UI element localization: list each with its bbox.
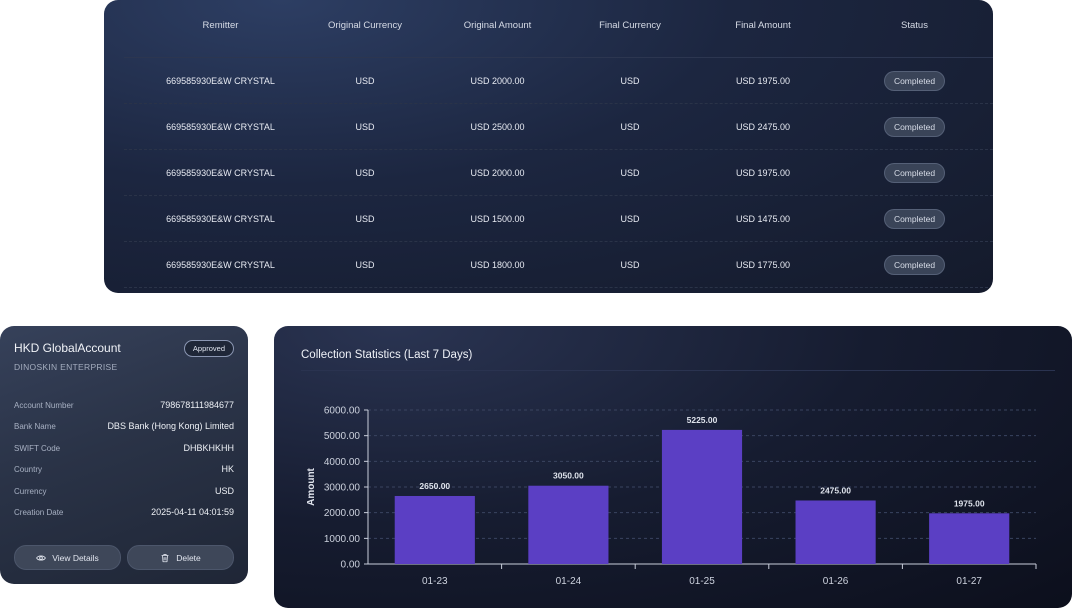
view-details-button[interactable]: View Details [14, 545, 121, 570]
col-header-final-amount[interactable]: Final Amount [735, 20, 791, 31]
original-currency-cell: USD [355, 75, 375, 86]
x-tick-label: 01-23 [422, 576, 448, 587]
original-amount-cell: USD 1800.00 [470, 259, 525, 270]
bank-name-label: Bank Name [14, 422, 56, 431]
creation-date-label: Creation Date [14, 508, 64, 517]
original-amount-cell: USD 2000.00 [470, 167, 525, 178]
status-badge: Completed [883, 162, 946, 183]
remitter-cell: 669585930E&W CRYSTAL [166, 75, 275, 86]
status-cell: Completed [832, 104, 993, 149]
final-currency-cell: USD [620, 167, 640, 178]
remitter-cell: 669585930E&W CRYSTAL [166, 259, 275, 270]
eye-icon [36, 554, 47, 561]
col-header-original-currency[interactable]: Original Currency [328, 20, 402, 31]
y-tick-label: 6000.00 [324, 406, 361, 417]
col-header-remitter[interactable]: Remitter [202, 20, 239, 31]
final-amount-cell: USD 1475.00 [735, 213, 791, 224]
final-amount-cell: USD 1975.00 [735, 75, 791, 86]
chart-divider [301, 370, 1055, 371]
swift-code-label: SWIFT Code [14, 444, 61, 453]
x-tick-label: 01-27 [956, 576, 982, 587]
status-badge: Completed [883, 254, 946, 275]
status-cell: Completed [832, 150, 993, 195]
bar-01-23 [394, 495, 475, 564]
x-tick-label: 01-26 [823, 576, 849, 587]
bank-name-value: DBS Bank (Hong Kong) Limited [107, 421, 234, 431]
bar-01-24 [528, 485, 609, 564]
status-cell: Completed [832, 196, 993, 241]
status-badge: Completed [883, 208, 946, 229]
bar-01-27 [929, 513, 1010, 564]
bar-chart: 0.00 1000.00 2000.00 3000.00 4000.00 5000.00 6… [306, 406, 1037, 587]
status-badge: Completed [883, 116, 946, 137]
chart-title: Collection Statistics (Last 7 Days) [301, 349, 473, 361]
y-tick-label: 4000.00 [324, 457, 361, 468]
col-header-original-amount[interactable]: Original Amount [463, 20, 532, 31]
bar-01-26 [795, 500, 876, 564]
remitter-cell: 669585930E&W CRYSTAL [166, 121, 275, 132]
y-tick-label: 0.00 [341, 560, 361, 571]
delete-button[interactable]: Delete [127, 545, 234, 570]
y-tick-label: 1000.00 [324, 534, 361, 545]
original-amount-cell: USD 2500.00 [470, 121, 525, 132]
bar-value-label: 1975.00 [954, 498, 985, 508]
status-cell: Completed [832, 242, 993, 287]
final-currency-cell: USD [620, 213, 640, 224]
y-tick-label: 2000.00 [324, 508, 361, 519]
status-badge: Completed [883, 70, 946, 91]
delete-label: Delete [176, 552, 201, 563]
account-holder: DINOSKIN ENTERPRISE [14, 362, 118, 372]
y-tick-label: 3000.00 [324, 483, 361, 494]
table-header: Remitter Original Currency Original Amou… [124, 0, 993, 58]
bar-value-label: 5225.00 [687, 415, 718, 425]
status-cell: Completed [832, 58, 993, 103]
bar-value-label: 2650.00 [419, 481, 450, 491]
col-header-status[interactable]: Status [901, 20, 928, 31]
final-currency-cell: USD [620, 121, 640, 132]
approval-badge: Approved [183, 340, 234, 357]
original-currency-cell: USD [355, 213, 375, 224]
final-currency-cell: USD [620, 75, 640, 86]
account-number-value: 798678111984677 [160, 400, 234, 410]
swift-code-value: DHBKHKHH [183, 443, 234, 453]
original-currency-cell: USD [355, 167, 375, 178]
country-value: HK [221, 464, 234, 474]
col-header-final-currency[interactable]: Final Currency [599, 20, 661, 31]
final-amount-cell: USD 2475.00 [735, 121, 791, 132]
remitter-cell: 669585930E&W CRYSTAL [166, 167, 275, 178]
x-tick-label: 01-24 [556, 576, 582, 587]
final-currency-cell: USD [620, 259, 640, 270]
table-row[interactable]: 669585930E&W CRYSTAL USD USD 2000.00 USD… [124, 58, 993, 104]
original-currency-cell: USD [355, 121, 375, 132]
view-details-label: View Details [52, 552, 99, 563]
original-currency-cell: USD [355, 259, 375, 270]
account-number-label: Account Number [14, 401, 74, 410]
collection-statistics-card: Collection Statistics (Last 7 Days) 0.00… [274, 326, 1072, 608]
table-row[interactable]: 669585930E&W CRYSTAL USD USD 2500.00 USD… [124, 104, 993, 150]
global-account-card: HKD GlobalAccount DINOSKIN ENTERPRISE Ap… [0, 326, 248, 584]
remitter-cell: 669585930E&W CRYSTAL [166, 213, 275, 224]
table-row[interactable]: 669585930E&W CRYSTAL USD USD 1500.00 USD… [124, 196, 993, 242]
x-tick-label: 01-25 [689, 576, 715, 587]
remittance-table: Remitter Original Currency Original Amou… [104, 0, 993, 293]
bar-value-label: 3050.00 [553, 471, 584, 481]
y-tick-label: 5000.00 [324, 431, 361, 442]
original-amount-cell: USD 2000.00 [470, 75, 525, 86]
country-label: Country [14, 465, 43, 474]
currency-value: USD [214, 486, 234, 496]
table-row[interactable]: 669585930E&W CRYSTAL USD USD 1800.00 USD… [124, 242, 993, 288]
final-amount-cell: USD 1775.00 [735, 259, 791, 270]
currency-label: Currency [14, 487, 47, 496]
creation-date-value: 2025-04-11 04:01:59 [151, 507, 234, 517]
table-row[interactable]: 669585930E&W CRYSTAL USD USD 2000.00 USD… [124, 150, 993, 196]
y-axis-title: Amount [306, 467, 317, 505]
final-amount-cell: USD 1975.00 [735, 167, 791, 178]
trash-icon [161, 553, 169, 562]
bar-value-label: 2475.00 [820, 485, 851, 495]
bar-01-25 [661, 429, 743, 564]
original-amount-cell: USD 1500.00 [470, 213, 525, 224]
account-title: HKD GlobalAccount [14, 341, 121, 355]
